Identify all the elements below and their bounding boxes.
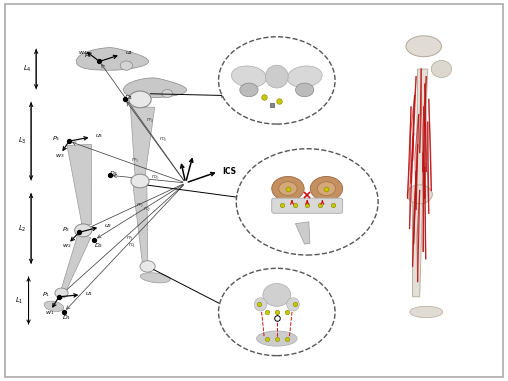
Polygon shape [412, 200, 423, 297]
Circle shape [296, 83, 314, 97]
Polygon shape [133, 186, 148, 263]
Polygon shape [123, 78, 187, 98]
Polygon shape [131, 107, 155, 177]
Polygon shape [76, 48, 149, 70]
Text: $L_3$: $L_3$ [18, 136, 26, 146]
Circle shape [272, 176, 304, 201]
Text: $L_4$: $L_4$ [23, 64, 31, 74]
Polygon shape [295, 222, 310, 244]
Circle shape [218, 37, 335, 124]
Text: $P_3$: $P_3$ [52, 134, 60, 142]
Text: $u_4$: $u_4$ [125, 50, 133, 58]
Ellipse shape [44, 301, 64, 311]
Text: $P_2$: $P_2$ [62, 225, 71, 234]
Circle shape [407, 185, 432, 204]
Ellipse shape [140, 273, 170, 283]
Circle shape [218, 268, 335, 355]
Text: $u_1$: $u_1$ [85, 290, 93, 298]
Text: $P_4$: $P_4$ [84, 51, 92, 60]
Text: $u_3$: $u_3$ [96, 132, 104, 140]
Text: $L_1$: $L_1$ [15, 296, 24, 306]
Text: $D_2$: $D_2$ [94, 241, 103, 250]
Ellipse shape [287, 66, 322, 87]
Ellipse shape [406, 36, 441, 57]
Text: $w_2$: $w_2$ [62, 243, 72, 250]
Circle shape [279, 182, 297, 195]
Ellipse shape [410, 306, 442, 318]
Circle shape [236, 149, 378, 255]
Text: ICS: ICS [222, 167, 236, 176]
Ellipse shape [254, 298, 267, 311]
Text: $r_{D_4}$: $r_{D_4}$ [158, 134, 167, 144]
Ellipse shape [257, 331, 297, 346]
Ellipse shape [263, 283, 291, 306]
Text: $w_1$: $w_1$ [45, 309, 54, 317]
Circle shape [129, 91, 151, 108]
Circle shape [75, 224, 92, 237]
Circle shape [240, 83, 258, 97]
Polygon shape [61, 235, 91, 290]
Text: $D_3$: $D_3$ [109, 169, 118, 178]
Circle shape [55, 288, 68, 298]
Polygon shape [416, 69, 428, 190]
Circle shape [120, 61, 133, 70]
FancyBboxPatch shape [272, 198, 343, 213]
Text: $r_{P_3}$: $r_{P_3}$ [131, 155, 139, 165]
Text: $w_4$: $w_4$ [78, 49, 88, 57]
Ellipse shape [431, 61, 452, 78]
Text: $r_{D_1}$: $r_{D_1}$ [128, 241, 137, 250]
Circle shape [140, 261, 155, 272]
Text: $r_{P_4}$: $r_{P_4}$ [146, 115, 154, 125]
Ellipse shape [232, 66, 266, 87]
Circle shape [310, 176, 343, 201]
Text: $r_{D_2}$: $r_{D_2}$ [143, 205, 152, 214]
Text: $L_2$: $L_2$ [18, 223, 26, 234]
Ellipse shape [265, 65, 288, 88]
Text: $r_{P_1}$: $r_{P_1}$ [126, 233, 134, 243]
Text: $D_4$: $D_4$ [124, 93, 134, 102]
Circle shape [131, 174, 149, 188]
Text: $u_2$: $u_2$ [104, 222, 112, 230]
Text: $P_1$: $P_1$ [42, 290, 50, 299]
Text: $D_1$: $D_1$ [62, 313, 71, 322]
Polygon shape [67, 144, 91, 225]
Text: $r_{P_2}$: $r_{P_2}$ [136, 201, 144, 210]
Text: $w_3$: $w_3$ [55, 152, 64, 160]
Circle shape [318, 182, 336, 195]
Circle shape [162, 90, 173, 98]
Text: $r_{D_3}$: $r_{D_3}$ [151, 173, 160, 182]
Ellipse shape [287, 298, 299, 311]
